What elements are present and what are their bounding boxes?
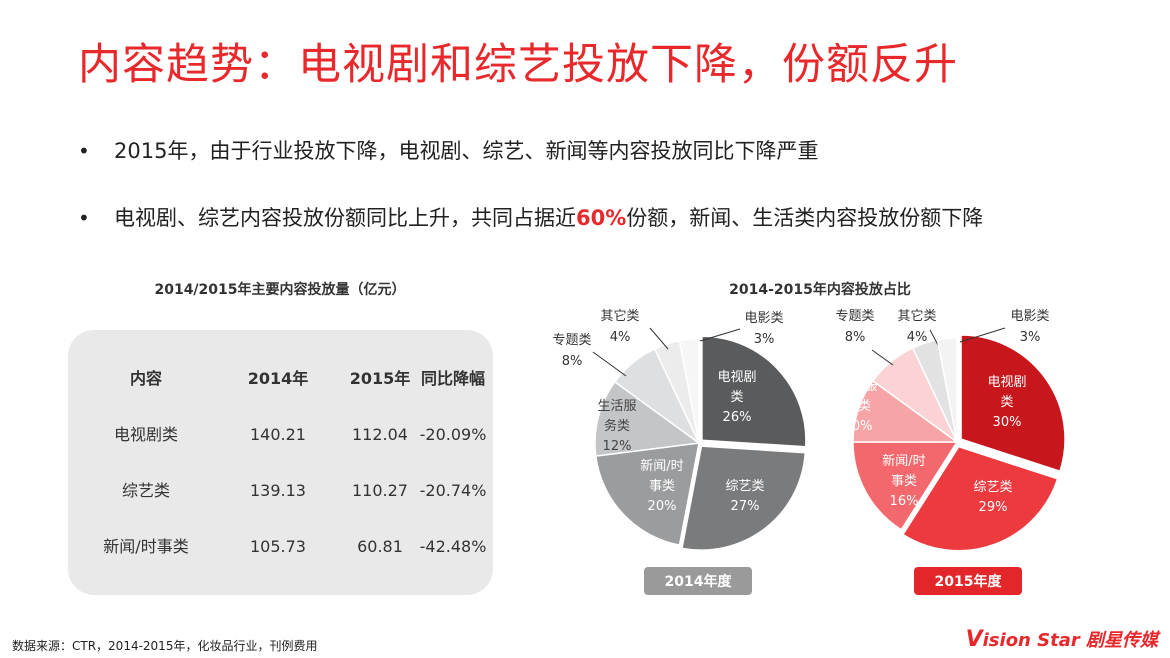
table-cell: 60.81 <box>357 537 403 556</box>
page-title: 内容趋势：电视剧和综艺投放下降，份额反升 <box>78 40 958 90</box>
slice-label: 4% <box>610 330 631 345</box>
pie-slice <box>701 335 807 448</box>
leader-line <box>959 327 1006 343</box>
table-cell: -20.09% <box>419 425 487 444</box>
slice-label: 3% <box>754 332 775 347</box>
leader-line <box>649 327 669 350</box>
source-note: 数据来源：CTR，2014-2015年，化妆品行业，刊例费用 <box>12 639 318 653</box>
table-cell: 电视剧类 <box>113 425 178 444</box>
slice-label: 新闻/时 <box>882 453 925 469</box>
pie-slice <box>678 338 700 444</box>
slice-label: 类 <box>730 390 743 405</box>
data-table: 内容 2014年 2015年 同比降幅 电视剧类 140.21 112.04 -… <box>68 330 493 595</box>
bullet-text: 2015年，由于行业投放下降，电视剧、综艺、新闻等内容投放同比下降严重 <box>114 139 819 163</box>
slice-label: 务类 <box>845 398 871 414</box>
slice-label: 事类 <box>891 474 917 489</box>
bullet-icon: • <box>78 139 90 163</box>
slice-label: 专题类 <box>835 309 874 324</box>
header-cell: 2014年 <box>247 369 309 388</box>
table-cell: 139.13 <box>250 481 306 500</box>
slice-label: 27% <box>731 499 760 514</box>
table-cell: 综艺类 <box>121 481 170 500</box>
slice-label: 务类 <box>604 418 630 434</box>
slice-label: 其它类 <box>897 308 936 324</box>
slice-label: 综艺类 <box>973 480 1012 495</box>
bullet-item: • 电视剧、综艺内容投放份额同比上升，共同占据近60%份额，新闻、生活类内容投放… <box>78 202 1138 234</box>
pie-slice <box>594 380 701 457</box>
pie-slice <box>594 442 700 547</box>
pie-chart-title: 2014-2015年内容投放占比 <box>729 282 911 298</box>
leader-line <box>699 328 741 342</box>
slice-label: 4% <box>907 330 928 345</box>
table-row: 新闻/时事类 105.73 60.81 -42.48% <box>68 532 493 562</box>
pie-slice <box>901 445 1059 552</box>
header-cell: 2015年 <box>349 369 411 388</box>
header-cell: 同比降幅 <box>420 369 485 388</box>
slice-label: 3% <box>1020 330 1041 345</box>
slice-label: 专题类 <box>552 333 591 348</box>
bullet-item: • 2015年，由于行业投放下降，电视剧、综艺、新闻等内容投放同比下降严重 <box>78 135 1138 167</box>
pie-slice <box>960 334 1066 473</box>
slice-label: 26% <box>723 410 752 425</box>
table-title: 2014/2015年主要内容投放量（亿元） <box>154 282 406 298</box>
slice-label: 生活服 <box>597 399 636 414</box>
slice-label: 20% <box>648 499 677 514</box>
bullet-icon: • <box>78 206 90 230</box>
slice-label: 综艺类 <box>725 479 764 494</box>
slice-label: 10% <box>844 419 873 434</box>
leader-line <box>871 349 894 366</box>
slice-label: 类 <box>1000 395 1013 410</box>
slice-label: 电视剧 <box>717 370 756 385</box>
pie-slice <box>936 337 958 443</box>
year-badge-label: 2014年度 <box>665 573 733 590</box>
slice-label: 电影类 <box>1010 309 1049 324</box>
pie-slice <box>852 441 959 531</box>
table-cell: 112.04 <box>352 425 408 444</box>
slice-label: 新闻/时 <box>640 458 683 474</box>
leader-line <box>592 351 627 377</box>
bullet-highlight: 60% <box>576 206 627 230</box>
slice-label: 电影类 <box>744 311 783 326</box>
year-badge <box>914 567 1022 595</box>
table-row: 电视剧类 140.21 112.04 -20.09% <box>68 420 493 450</box>
table-cell: -42.48% <box>419 537 487 556</box>
leader-line <box>929 329 939 346</box>
slice-label: 12% <box>603 439 632 454</box>
slice-label: 事类 <box>649 479 675 494</box>
slice-label: 8% <box>845 330 866 345</box>
slice-label: 生活服 <box>838 379 877 394</box>
table-row: 综艺类 139.13 110.27 -20.74% <box>68 476 493 506</box>
slice-label: 30% <box>993 415 1022 430</box>
table-cell: 105.73 <box>250 537 306 556</box>
bullet-text-tail: 份额，新闻、生活类内容投放份额下降 <box>626 206 984 230</box>
brand-logo: Vision Star 剧星传媒 <box>965 627 1158 652</box>
slice-label: 29% <box>979 500 1008 515</box>
slice-label: 8% <box>562 354 583 369</box>
header-cell: 内容 <box>129 369 162 388</box>
year-badge-label: 2015年度 <box>935 573 1003 590</box>
slice-label: 电视剧 <box>987 375 1026 390</box>
table-cell: -20.74% <box>419 481 487 500</box>
table-header-row: 内容 2014年 2015年 同比降幅 <box>68 364 493 394</box>
table-cell: 110.27 <box>352 481 408 500</box>
slice-label: 16% <box>890 494 919 509</box>
table-cell: 140.21 <box>250 425 306 444</box>
slice-label: 其它类 <box>600 308 639 324</box>
bullet-text: 电视剧、综艺内容投放份额同比上升，共同占据近 <box>114 206 576 230</box>
pie-slice <box>681 445 807 551</box>
table-cell: 新闻/时事类 <box>103 537 189 556</box>
bullet-list: • 2015年，由于行业投放下降，电视剧、综艺、新闻等内容投放同比下降严重 • … <box>78 135 1138 269</box>
year-badge <box>644 567 752 595</box>
